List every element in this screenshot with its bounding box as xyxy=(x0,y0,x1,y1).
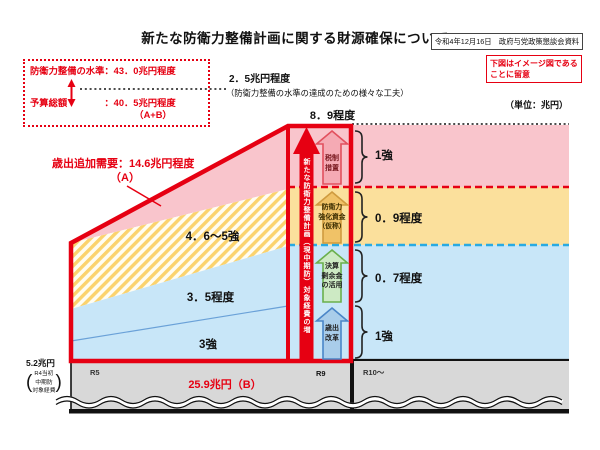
band-value-tax: 1強 xyxy=(375,150,393,162)
axis-start-value: 5.2兆円 xyxy=(26,358,55,368)
left-blue-mid-value: 3．5程度 xyxy=(186,292,235,304)
page-title: 新たな防衛力整備計画に関する財源確保について xyxy=(141,31,449,46)
tax-measures-label: 税制 措置 xyxy=(325,155,339,172)
gap-arrow-head-up xyxy=(67,79,76,87)
additional-demand-sub: （A） xyxy=(110,172,140,184)
left-hatch-area xyxy=(71,189,288,309)
brace-band-4 xyxy=(354,305,368,359)
left-blue-low-value: 3強 xyxy=(199,339,217,351)
gap-note: （防衛力整備の水準の達成のための様々な工夫） xyxy=(226,88,409,98)
gap-value: 2．5兆円程度 xyxy=(229,74,291,85)
brace-band-3 xyxy=(354,249,368,303)
base-divider xyxy=(350,361,354,411)
demand-pointer-line xyxy=(126,185,162,207)
tax-measures-arrow xyxy=(314,129,350,185)
increase-arrow-label: 新たな防衛力整備計画（現中期防）対象経費の増 xyxy=(303,158,310,334)
tick-r5: R5 xyxy=(90,368,100,377)
summary-dashed-box xyxy=(23,59,210,127)
budget-total-line: 予算総額 ：40．5兆円程度 xyxy=(30,98,176,108)
band-value-surplus: 0．7程度 xyxy=(375,273,423,285)
settlement-surplus-arrow xyxy=(314,248,350,303)
defense-fund-arrow xyxy=(314,190,350,244)
note-box: 下図はイメージ図である ことに留意 xyxy=(486,55,582,83)
additional-demand-label: 歳出追加需要：14.6兆円程度 xyxy=(52,158,195,170)
unit-label: （単位：兆円） xyxy=(504,100,568,110)
capability-level-line: 防衛力整備の水準：43．0兆円程度 xyxy=(30,66,176,76)
defense-fund-label: 防衛力 強化資金 （仮称） xyxy=(318,204,346,230)
axis-start-note: ( R4当初 中期防 対象経費 ) xyxy=(26,370,62,396)
paren-close: ) xyxy=(55,372,62,393)
axis-start-note-text: R4当初 中期防 対象経費 xyxy=(32,371,56,395)
left-hatch-value: 4．6～5強 xyxy=(185,231,240,243)
tick-r10: R10～ xyxy=(363,368,385,377)
tick-r9: R9 xyxy=(316,369,326,378)
brace-band-2 xyxy=(354,191,368,243)
settlement-surplus-label: 決算 剰余金 の活用 xyxy=(321,263,343,289)
red-outline xyxy=(68,123,354,364)
budget-total-sub: （A+B） xyxy=(134,110,172,120)
brace-band-1 xyxy=(354,130,368,184)
increase-arrow xyxy=(293,127,320,361)
gap-arrow-head-down xyxy=(67,99,76,107)
left-blue-divider-line xyxy=(70,305,289,342)
base-bottom-border xyxy=(69,409,569,414)
expenditure-reform-arrow xyxy=(314,306,350,360)
base-total-label: 25.9兆円（B） xyxy=(188,379,262,391)
source-box: 令和4年12月16日 政府与党政策懇談会資料 xyxy=(431,33,583,50)
band-value-fund: 0．9程度 xyxy=(375,213,423,225)
expenditure-reform-label: 歳出 改革 xyxy=(325,325,339,342)
wave-break xyxy=(54,395,564,409)
apex-total-label: 8．9程度 xyxy=(309,110,356,122)
paren-open: ( xyxy=(26,372,33,393)
band-value-reform: 1強 xyxy=(375,331,393,343)
